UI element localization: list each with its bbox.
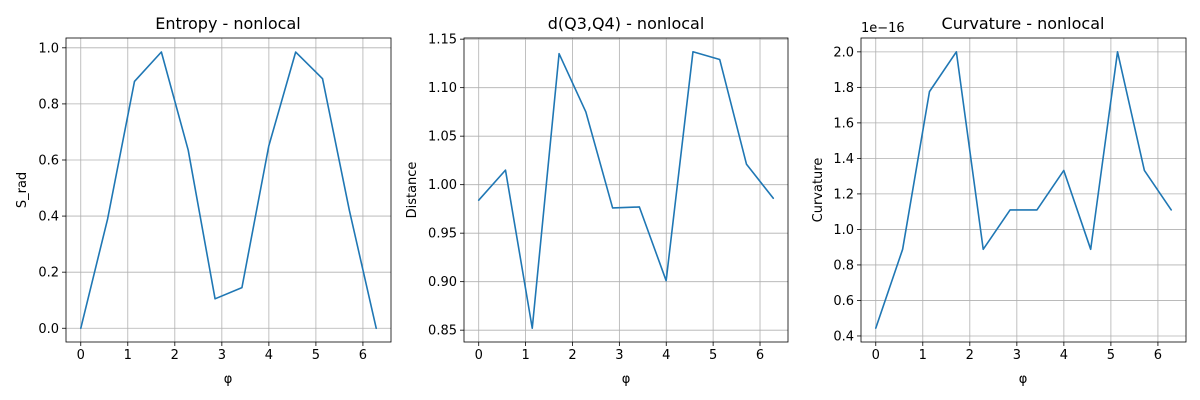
y-tick-label: 0.95 xyxy=(428,227,457,242)
x-tick-label: 5 xyxy=(1107,348,1115,363)
y-tick-label: 1.00 xyxy=(428,178,457,193)
x-tick-label: 6 xyxy=(756,348,764,363)
grid xyxy=(861,38,1186,342)
series-line xyxy=(79,51,378,330)
y-tick-label: 2.0 xyxy=(833,45,854,60)
x-tick-label: 2 xyxy=(966,348,974,363)
x-axis-label: φ xyxy=(1019,372,1028,387)
y-tick-label: 1.05 xyxy=(428,130,457,145)
x-tick-label: 2 xyxy=(171,348,179,363)
x-tick-label: 6 xyxy=(359,348,367,363)
line-layer xyxy=(874,51,1173,329)
x-axis-label: φ xyxy=(622,372,631,387)
x-tick-label: 4 xyxy=(662,348,670,363)
y-tick-label: 0.6 xyxy=(833,294,854,309)
y-tick-label: 0.8 xyxy=(833,258,854,273)
x-tick-label: 5 xyxy=(709,348,717,363)
y-tick-label: 0.85 xyxy=(428,324,457,339)
x-tick-label: 3 xyxy=(615,348,623,363)
chart-title: Entropy - nonlocal xyxy=(155,14,300,33)
x-tick-label: 6 xyxy=(1154,348,1162,363)
y-tick-label: 1.15 xyxy=(428,33,457,48)
ticks: 0 1 2 3 4 5 6 0.0 0.2 0.4 0.6 0.8 1.0 xyxy=(38,41,367,363)
line-layer xyxy=(477,50,775,330)
y-axis-label: Distance xyxy=(405,162,420,219)
y-tick-label: 0.8 xyxy=(38,97,59,112)
y-tick-label: 0.6 xyxy=(38,153,59,168)
y-axis-label: Curvature xyxy=(811,158,826,223)
y-tick-label: 1.0 xyxy=(833,223,854,238)
x-tick-label: 0 xyxy=(872,348,880,363)
subplot-distance: d(Q3,Q4) - nonlocal 0 1 2 3 4 5 6 0.85 0.90 0.95 1… xyxy=(405,14,789,387)
grid xyxy=(464,38,788,342)
subplot-entropy: Entropy - nonlocal 0 1 2 3 4 5 6 0.0 0.2 0.4 0.6 0.… xyxy=(15,14,392,387)
x-tick-label: 0 xyxy=(475,348,483,363)
series-line xyxy=(874,51,1173,329)
x-tick-label: 3 xyxy=(1013,348,1021,363)
x-tick-label: 1 xyxy=(124,348,132,363)
series-line xyxy=(477,50,775,330)
y-tick-label: 1.10 xyxy=(428,81,457,96)
x-tick-label: 0 xyxy=(77,348,85,363)
y-tick-label: 0.0 xyxy=(38,322,59,337)
y-tick-label: 1.0 xyxy=(38,41,59,56)
axes-frame xyxy=(860,37,1187,343)
x-tick-label: 2 xyxy=(568,348,576,363)
x-tick-label: 4 xyxy=(1060,348,1068,363)
x-tick-label: 4 xyxy=(265,348,273,363)
y-tick-label: 1.8 xyxy=(833,81,854,96)
axis-offset-label: 1e−16 xyxy=(861,21,905,36)
x-tick-label: 5 xyxy=(312,348,320,363)
axes-frame xyxy=(65,37,392,343)
y-tick-label: 0.4 xyxy=(833,329,854,344)
y-axis-label: S_rad xyxy=(15,172,30,208)
x-axis-label: φ xyxy=(224,372,233,387)
ticks: 0 1 2 3 4 5 6 0.4 0.6 0.8 1.0 1.2 1.4 1.6 1.8 2.0 xyxy=(833,45,1162,363)
y-tick-label: 1.6 xyxy=(833,116,854,131)
y-tick-label: 1.2 xyxy=(833,187,854,202)
chart-title: Curvature - nonlocal xyxy=(942,14,1105,33)
x-tick-label: 3 xyxy=(218,348,226,363)
chart-title: d(Q3,Q4) - nonlocal xyxy=(548,14,705,33)
y-tick-label: 0.2 xyxy=(38,266,59,281)
y-tick-label: 0.4 xyxy=(38,210,59,225)
x-tick-label: 1 xyxy=(521,348,529,363)
ticks: 0 1 2 3 4 5 6 0.85 0.90 0.95 1.00 1.05 1.10 1.15 xyxy=(428,33,764,363)
subplot-curvature: Curvature - nonlocal 1e−16 0 1 2 3 4 5 6 0.4 0.6… xyxy=(811,14,1187,387)
y-tick-label: 1.4 xyxy=(833,152,854,167)
line-layer xyxy=(79,51,378,330)
grid xyxy=(66,38,391,342)
y-tick-label: 0.90 xyxy=(428,275,457,290)
axes-frame xyxy=(463,37,789,343)
x-tick-label: 1 xyxy=(919,348,927,363)
